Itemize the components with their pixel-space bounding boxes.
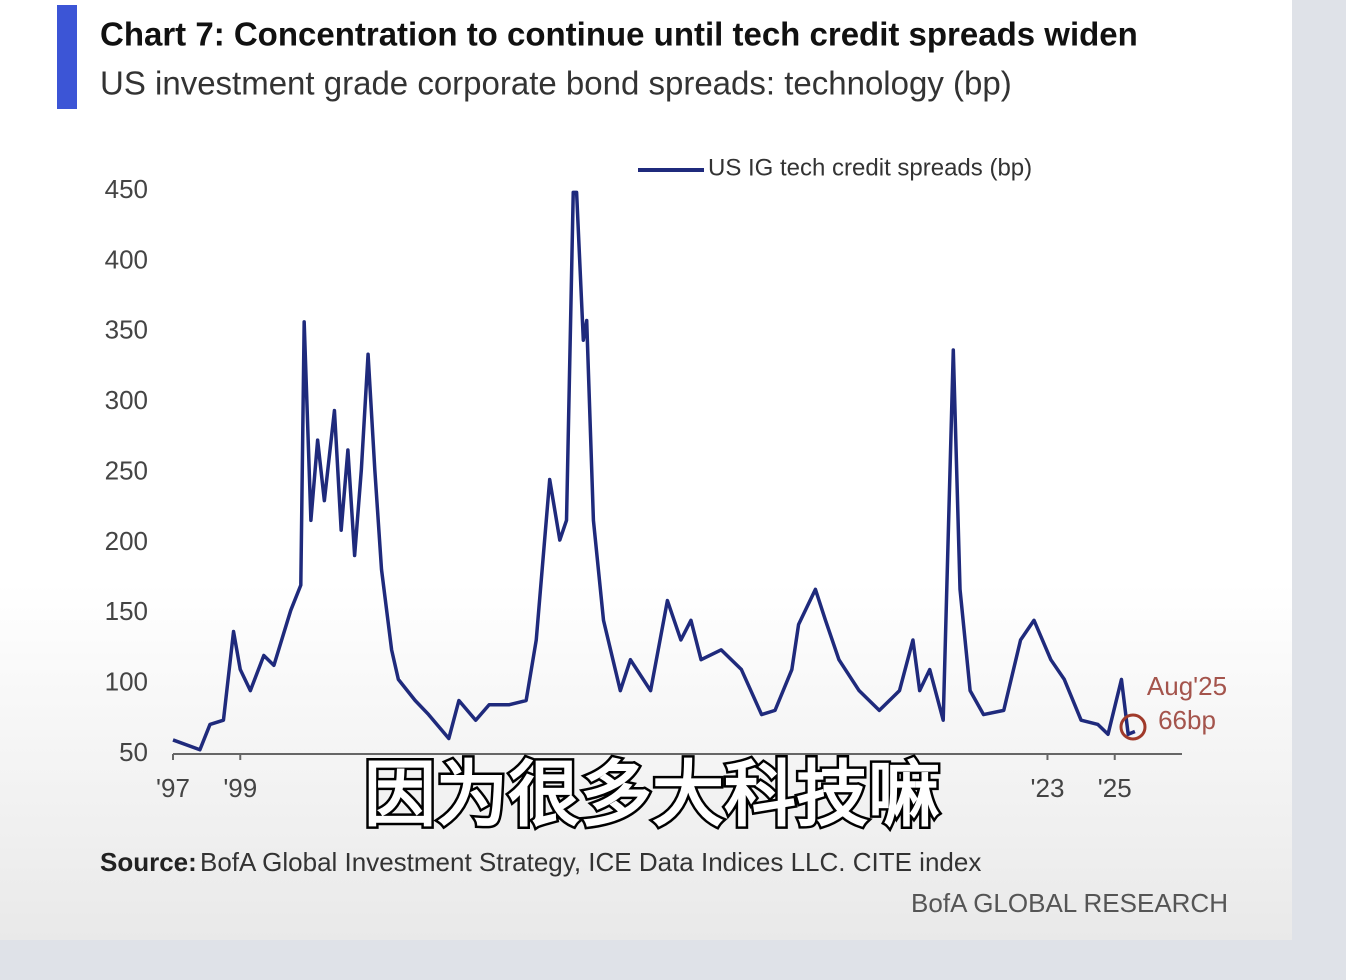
x-tick-label: '25 xyxy=(1098,773,1132,803)
y-tick-label: 250 xyxy=(105,455,148,485)
chart-title: Chart 7: Concentration to continue until… xyxy=(100,16,1138,53)
chart-subtitle: US investment grade corporate bond sprea… xyxy=(100,65,1012,102)
y-tick-label: 300 xyxy=(105,385,148,415)
y-tick-label: 150 xyxy=(105,596,148,626)
x-tick-label: '97 xyxy=(156,773,190,803)
highlight-circle xyxy=(1119,713,1147,741)
legend-label: US IG tech credit spreads (bp) xyxy=(708,154,1032,181)
title-bar xyxy=(57,5,77,109)
y-tick-label: 350 xyxy=(105,315,148,345)
series-line xyxy=(172,190,1136,752)
x-tick-label: '99 xyxy=(223,773,257,803)
y-tick-label: 450 xyxy=(105,174,148,204)
y-tick-label: 50 xyxy=(119,737,148,767)
annotation: 66bp xyxy=(1158,705,1216,735)
x-tick-label: '23 xyxy=(1031,773,1065,803)
branding: BofA GLOBAL RESEARCH xyxy=(911,888,1228,918)
source-text: BofA Global Investment Strategy, ICE Dat… xyxy=(200,847,981,877)
panel xyxy=(0,0,1292,940)
video-caption: 因为很多大科技嘛 xyxy=(364,753,940,837)
source-label: Source: xyxy=(100,847,197,877)
y-tick-label: 200 xyxy=(105,526,148,556)
y-tick-label: 100 xyxy=(105,667,148,697)
annotation: Aug'25 xyxy=(1147,671,1227,701)
y-tick-label: 400 xyxy=(105,244,148,274)
